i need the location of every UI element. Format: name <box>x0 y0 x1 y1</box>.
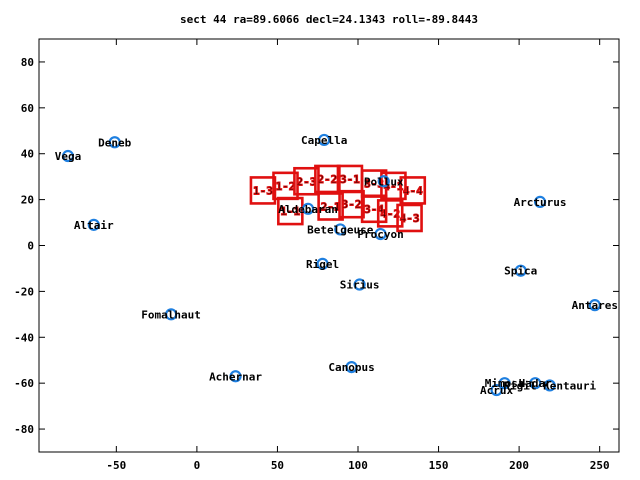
y-tick-label: 80 <box>21 56 34 69</box>
star-point <box>108 136 121 149</box>
sector-rect <box>399 176 427 205</box>
sector-label: 4-2 <box>380 207 400 220</box>
star-point <box>345 361 358 374</box>
star-label: Antares <box>572 299 618 312</box>
y-tick-label: -60 <box>14 377 34 390</box>
star-point <box>514 264 527 277</box>
star-point <box>334 223 347 236</box>
star-label: Procyon <box>357 228 403 241</box>
star-point <box>87 218 100 231</box>
star-point <box>543 379 556 392</box>
chart-title: sect 44 ra=89.6066 decl=24.1343 roll=-89… <box>180 13 478 26</box>
sector-box: 4-2 <box>376 199 404 228</box>
sector-label: 3-1 <box>340 173 360 186</box>
sector-box: 2-2 <box>314 164 341 194</box>
star-point <box>377 175 390 188</box>
x-tick-label: -50 <box>106 459 126 472</box>
star-label: Vega <box>55 150 82 163</box>
sector-label: 4-3 <box>400 212 420 225</box>
star-label: Acrux <box>480 384 513 397</box>
star-point <box>588 299 601 312</box>
star-label: Arcturus <box>514 196 567 209</box>
star-point <box>318 133 331 147</box>
star-label: Pollux <box>364 175 404 188</box>
x-tick-label: 150 <box>429 459 449 472</box>
star-label: Spica <box>504 265 537 278</box>
y-tick-label: -40 <box>14 331 34 344</box>
y-tick-label: -20 <box>14 285 34 298</box>
star-label: Altair <box>74 219 114 232</box>
star-label: Capella <box>301 134 347 147</box>
sector-box: 3-1 <box>336 164 364 194</box>
star-label: Sirius <box>340 279 380 292</box>
star-label: Aldebaran <box>278 203 338 216</box>
star-labels: Vega Deneb Altair Capella Pollux Aldebaran Bet… <box>55 134 618 397</box>
sector-label: 4-4 <box>403 184 423 197</box>
sector-label: 1-2 <box>276 180 296 193</box>
sector-box: 4-3 <box>396 203 423 233</box>
y-tick-label: 20 <box>21 194 34 207</box>
sector-box: 3-2 <box>338 189 365 219</box>
sector-box: 1-1 <box>277 196 304 226</box>
star-label: Rigel <box>306 258 339 271</box>
sector-label: 2-3 <box>297 175 317 188</box>
star-point <box>61 149 75 163</box>
x-tick-label: 100 <box>348 459 368 472</box>
sector-box: 2-1 <box>317 192 344 221</box>
sector-rect <box>396 203 423 233</box>
sector-label: 2-1 <box>321 200 341 213</box>
star-label: Achernar <box>209 370 262 383</box>
sector-label: 3-2 <box>342 198 362 211</box>
y-tick-label: -80 <box>14 423 34 436</box>
star-point <box>490 383 503 397</box>
x-tick-label: 50 <box>271 459 284 472</box>
sector-rect <box>249 176 277 205</box>
star-markers <box>61 133 601 397</box>
sector-label: 1-3 <box>253 184 273 197</box>
star-point <box>533 195 547 209</box>
y-tick-label: 60 <box>21 102 34 115</box>
x-tick-label: 250 <box>590 459 610 472</box>
sector-rect <box>277 196 304 226</box>
star-label: Canopus <box>328 361 374 374</box>
star-label: Deneb <box>98 136 131 149</box>
sector-box: 4-4 <box>399 176 427 205</box>
sector-rect <box>338 189 365 219</box>
star-label: Fomalhaut <box>141 308 201 321</box>
star-label: Mimosa <box>485 377 525 390</box>
y-tick-label: 0 <box>27 240 34 253</box>
sector-label: 2-2 <box>317 173 337 186</box>
y-tick-label: 40 <box>21 148 34 161</box>
sector-rect <box>293 166 320 196</box>
star-label: Rigil Kentauri <box>503 379 596 392</box>
star-label: Betelgeuse <box>307 223 374 236</box>
star-label: Hadar <box>519 377 552 390</box>
star-point <box>529 377 542 390</box>
sector-rect <box>360 194 388 224</box>
x-tick-label: 200 <box>509 459 529 472</box>
star-point <box>165 308 178 321</box>
sector-rect <box>376 199 404 228</box>
sector-label: 1-1 <box>280 205 300 218</box>
x-tick-label: 0 <box>194 459 201 472</box>
star-point <box>374 227 387 241</box>
star-point <box>301 202 315 215</box>
star-point <box>353 278 366 291</box>
sector-box: 1-3 <box>249 176 277 205</box>
sector-box: 2-3 <box>293 166 320 196</box>
star-point <box>316 257 329 270</box>
star-point <box>229 370 242 383</box>
axis-ticks: -50 0 50 100 150 200 250 -80 -60 -40 -20 0 20 40 60 80 <box>14 39 619 472</box>
sector-rect <box>317 192 344 221</box>
star-point <box>498 377 511 390</box>
sector-rect <box>314 164 341 194</box>
